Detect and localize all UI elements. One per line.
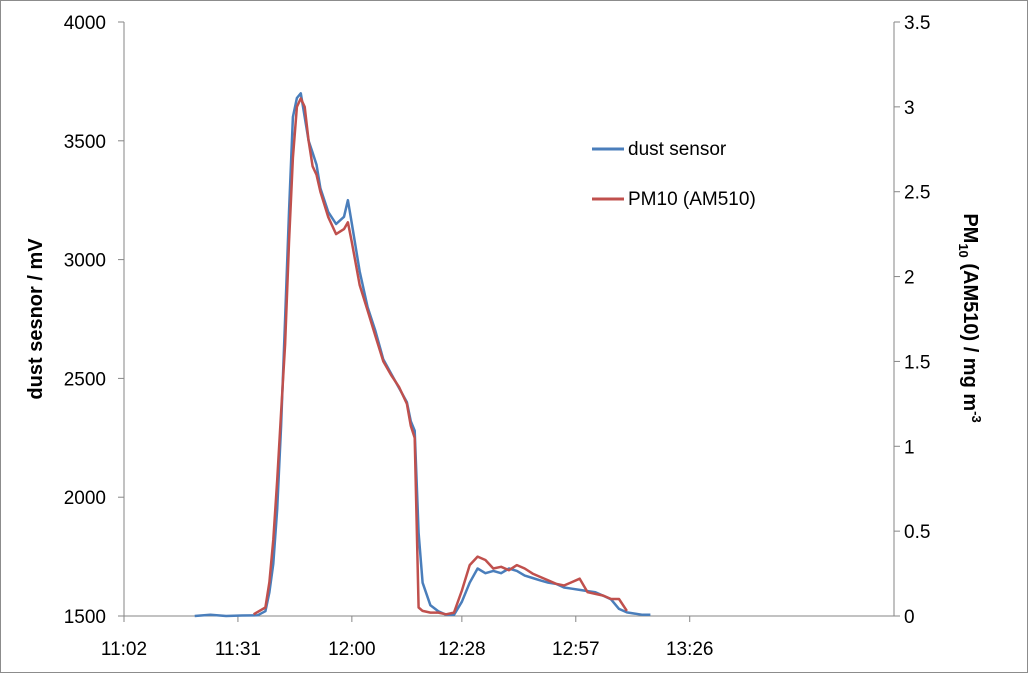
y2-axis-title-main: PM bbox=[959, 213, 981, 243]
legend-label-pm10: PM10 (AM510) bbox=[628, 189, 756, 210]
left-y-ticks: 1500 2000 2500 3000 3500 4000 bbox=[64, 13, 124, 628]
left-y-tick-label: 3000 bbox=[64, 251, 106, 272]
y2-axis-title-rest: (AM510) / mg m bbox=[959, 258, 981, 411]
left-y-tick-label: 1500 bbox=[64, 607, 106, 628]
left-y-tick-label: 2000 bbox=[64, 488, 106, 509]
x-tick-label: 11:31 bbox=[215, 639, 261, 660]
right-y-tick-label: 3.5 bbox=[904, 13, 930, 34]
right-y-tick-label: 2.5 bbox=[904, 183, 930, 204]
right-y-tick-label: 0.5 bbox=[904, 522, 930, 543]
series-line-dust-sensor bbox=[194, 92, 651, 618]
x-tick-label: 13:26 bbox=[666, 639, 714, 660]
right-y-tick-label: 3 bbox=[904, 98, 915, 119]
x-ticks: 11:02 11:31 12:00 12:28 12:57 13:26 bbox=[101, 616, 714, 660]
legend: dust sensor PM10 (AM510) bbox=[592, 139, 756, 210]
y-axis-title: dust sesnor / mV bbox=[25, 238, 47, 400]
x-tick-label: 12:00 bbox=[328, 639, 376, 660]
right-y-ticks: 0 0.5 1 1.5 2 2.5 3 3.5 bbox=[894, 13, 930, 628]
y2-axis-title-sup: -3 bbox=[969, 411, 984, 423]
right-y-tick-label: 2 bbox=[904, 268, 915, 289]
series-line-pm10-am510 bbox=[252, 97, 628, 616]
left-y-tick-label: 3500 bbox=[64, 132, 106, 153]
legend-label-dust-sensor: dust sensor bbox=[628, 139, 727, 160]
left-y-tick-label: 2500 bbox=[64, 369, 106, 390]
x-tick-label: 11:02 bbox=[101, 639, 147, 660]
right-y-tick-label: 0 bbox=[904, 607, 915, 628]
y2-axis-title: PM10 (AM510) / mg m-3 bbox=[956, 213, 984, 422]
right-y-tick-label: 1.5 bbox=[904, 352, 930, 373]
y2-axis-title-sub: 10 bbox=[956, 243, 971, 257]
series-layer bbox=[194, 92, 651, 618]
axes bbox=[123, 22, 895, 617]
right-y-tick-label: 1 bbox=[904, 437, 915, 458]
left-y-tick-label: 4000 bbox=[64, 13, 106, 34]
x-tick-label: 12:28 bbox=[438, 639, 486, 660]
x-tick-label: 12:57 bbox=[552, 639, 600, 660]
